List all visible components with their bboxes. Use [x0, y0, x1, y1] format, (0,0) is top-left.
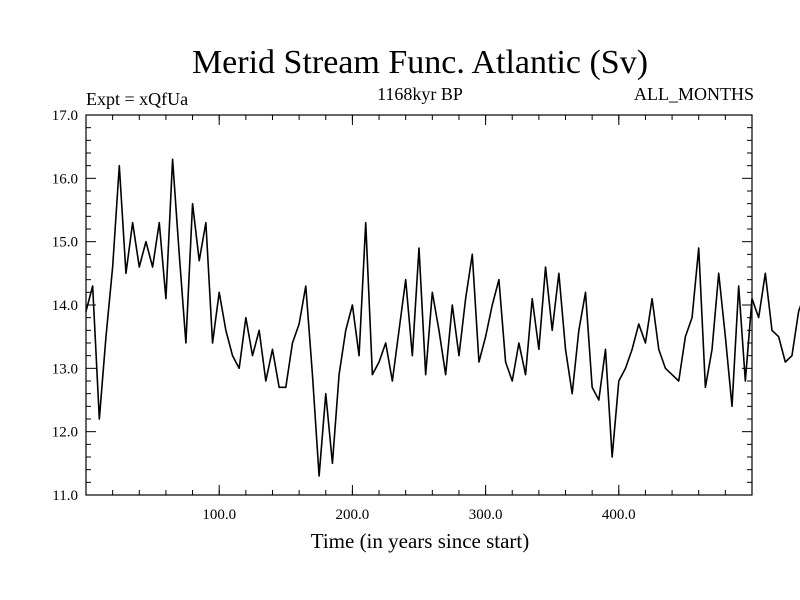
x-tick-label: 200.0 [336, 507, 370, 523]
plot-frame [85, 114, 753, 496]
months-label: ALL_MONTHS [634, 84, 754, 104]
series-line [85, 158, 800, 477]
x-axis-label: Time (in years since start) [311, 529, 530, 553]
y-tick-label: 13.0 [52, 361, 78, 377]
y-tick-label: 11.0 [52, 488, 78, 504]
y-tick-label: 12.0 [52, 425, 78, 441]
chart-title: Merid Stream Func. Atlantic (Sv) [192, 44, 648, 81]
y-axis-tick-labels: 11.0 12.0 13.0 14.0 15.0 16.0 17.0 [52, 108, 78, 504]
x-tick-label: 100.0 [202, 507, 236, 523]
x-tick-label: 400.0 [602, 507, 636, 523]
x-axis-ticks [112, 115, 726, 495]
x-tick-label: 300.0 [469, 507, 503, 523]
period-label: 1168kyr BP [377, 84, 463, 104]
y-tick-label: 15.0 [52, 235, 78, 251]
y-tick-label: 17.0 [52, 108, 78, 124]
x-axis-tick-labels: 100.0 200.0 300.0 400.0 [202, 507, 635, 523]
y-tick-label: 16.0 [52, 171, 78, 187]
experiment-label: Expt = xQfUa [86, 89, 188, 109]
y-tick-label: 14.0 [52, 298, 78, 314]
